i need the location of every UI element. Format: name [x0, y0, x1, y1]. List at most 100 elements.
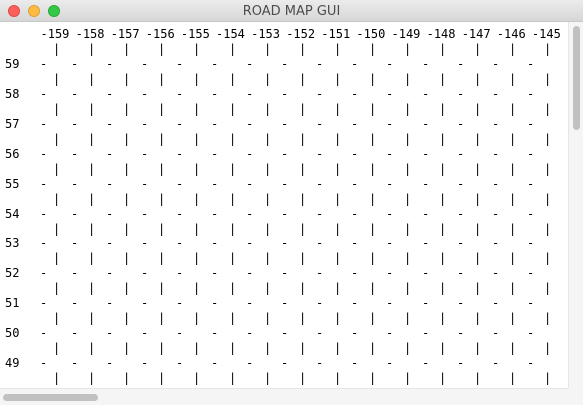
road-segment-vertical: |: [88, 161, 96, 176]
road-segment-horizontal: -: [386, 86, 394, 101]
road-segment-vertical: |: [369, 311, 377, 326]
road-segment-vertical: |: [264, 341, 272, 356]
road-segment-vertical: |: [229, 341, 237, 356]
road-segment-horizontal: -: [246, 356, 254, 370]
road-segment-vertical: |: [299, 341, 307, 356]
road-segment-vertical: |: [193, 42, 201, 57]
road-segment-horizontal: -: [457, 86, 465, 101]
road-segment-vertical: |: [509, 42, 517, 57]
title-bar[interactable]: ROAD MAP GUI: [0, 0, 583, 22]
road-segment-vertical: |: [299, 281, 307, 296]
road-segment-vertical: |: [88, 42, 96, 57]
road-segment-vertical: |: [53, 131, 61, 146]
road-segment-horizontal: -: [246, 86, 254, 101]
road-segment-horizontal: -: [106, 116, 114, 131]
road-map-canvas[interactable]: -159 -158 -157 -156 -155 -154 -153 -152 -151 -150…: [0, 22, 568, 388]
road-segment-vertical: |: [369, 281, 377, 296]
road-segment-vertical: |: [88, 191, 96, 206]
close-window-button[interactable]: [8, 5, 20, 17]
road-segment-vertical: |: [193, 311, 201, 326]
road-segment-vertical: |: [123, 251, 131, 266]
minimize-window-button[interactable]: [28, 5, 40, 17]
road-segment-vertical: |: [158, 191, 166, 206]
road-segment-vertical: |: [299, 251, 307, 266]
road-segment-vertical: |: [369, 161, 377, 176]
horizontal-scroll-thumb[interactable]: [3, 394, 98, 401]
road-segment-horizontal: -: [457, 146, 465, 161]
road-segment-vertical: |: [544, 131, 552, 146]
road-segment-vertical: |: [439, 341, 447, 356]
road-segment-horizontal: -: [246, 326, 254, 341]
road-segment-vertical: |: [474, 72, 482, 86]
road-segment-vertical: |: [439, 131, 447, 146]
road-segment-vertical: |: [193, 161, 201, 176]
road-segment-horizontal: -: [281, 176, 289, 191]
road-segment-horizontal: -: [40, 206, 48, 221]
road-segment-horizontal: -: [316, 356, 324, 370]
road-segment-vertical: |: [123, 311, 131, 326]
road-segment-vertical: |: [474, 311, 482, 326]
road-segment-vertical: |: [88, 341, 96, 356]
road-segment-vertical: |: [229, 371, 237, 385]
road-segment-vertical: |: [334, 281, 342, 296]
road-segment-horizontal: -: [71, 356, 79, 370]
horizontal-scrollbar[interactable]: [0, 388, 568, 405]
road-segment-horizontal: -: [422, 266, 430, 281]
road-segment-vertical: |: [299, 161, 307, 176]
road-segment-horizontal: -: [211, 57, 219, 71]
road-segment-vertical: |: [369, 101, 377, 116]
road-segment-vertical: |: [299, 371, 307, 385]
row-label: 56: [5, 146, 20, 161]
row-label: 54: [5, 206, 20, 221]
road-segment-horizontal: -: [211, 146, 219, 161]
road-segment-horizontal: -: [527, 236, 535, 251]
road-segment-horizontal: -: [246, 116, 254, 131]
road-segment-horizontal: -: [40, 236, 48, 251]
road-segment-horizontal: -: [40, 57, 48, 71]
road-segment-vertical: |: [509, 221, 517, 236]
road-segment-vertical: |: [158, 72, 166, 86]
road-segment-horizontal: -: [492, 356, 500, 370]
column-label: -154: [216, 27, 245, 41]
row-label: 51: [5, 296, 20, 311]
road-segment-vertical: |: [544, 281, 552, 296]
road-segment-horizontal: -: [106, 176, 114, 191]
road-segment-vertical: |: [369, 341, 377, 356]
road-segment-vertical: |: [123, 42, 131, 57]
column-label: -155: [180, 27, 210, 41]
road-segment-vertical: |: [474, 341, 482, 356]
road-segment-vertical: |: [158, 251, 166, 266]
road-segment-horizontal: -: [422, 57, 430, 71]
road-segment-horizontal: -: [141, 146, 149, 161]
road-segment-vertical: |: [439, 42, 447, 57]
road-segment-vertical: |: [404, 281, 412, 296]
road-segment-vertical: |: [334, 371, 342, 385]
road-segment-vertical: |: [474, 101, 482, 116]
road-segment-horizontal: -: [176, 146, 184, 161]
road-segment-vertical: |: [544, 341, 552, 356]
vertical-scroll-thumb[interactable]: [573, 26, 580, 130]
road-segment-horizontal: -: [351, 236, 359, 251]
road-segment-vertical: |: [439, 221, 447, 236]
road-segment-horizontal: -: [351, 326, 359, 341]
road-segment-vertical: |: [264, 191, 272, 206]
zoom-window-button[interactable]: [48, 5, 60, 17]
road-segment-horizontal: -: [40, 146, 48, 161]
road-segment-vertical: |: [509, 371, 517, 385]
road-segment-vertical: |: [53, 161, 61, 176]
road-segment-vertical: |: [474, 161, 482, 176]
road-segment-vertical: |: [193, 72, 201, 86]
vertical-scrollbar[interactable]: [568, 22, 583, 388]
road-segment-vertical: |: [439, 371, 447, 385]
column-label: -157: [110, 27, 140, 41]
road-segment-horizontal: -: [71, 266, 79, 281]
road-segment-vertical: |: [404, 191, 412, 206]
road-segment-horizontal: -: [141, 116, 149, 131]
road-segment-vertical: |: [474, 221, 482, 236]
road-segment-horizontal: -: [281, 266, 289, 281]
road-segment-horizontal: -: [40, 116, 48, 131]
column-label: -145: [531, 27, 561, 41]
road-segment-vertical: |: [404, 311, 412, 326]
road-segment-horizontal: -: [211, 296, 219, 311]
